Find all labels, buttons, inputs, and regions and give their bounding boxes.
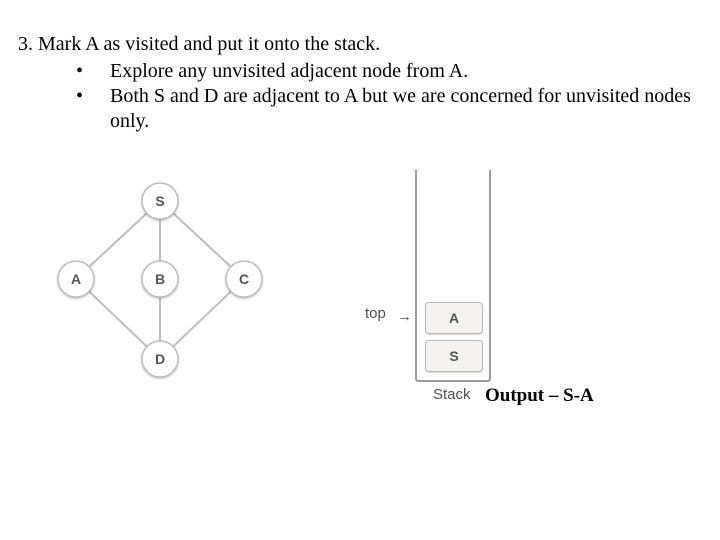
svg-text:S: S <box>155 193 164 209</box>
svg-text:D: D <box>155 351 165 367</box>
output-label: Output – S-A <box>485 385 594 407</box>
step-title: Mark A as visited and put it onto the st… <box>38 33 380 55</box>
graph-edge <box>89 213 147 267</box>
stack-top-label: top <box>365 305 386 322</box>
svg-text:A: A <box>71 271 81 287</box>
page: 3. Mark A as visited and put it onto the… <box>0 0 720 540</box>
graph-diagram: S A B C D <box>40 165 290 395</box>
bullet-list: Explore any unvisited adjacent node from… <box>18 59 698 134</box>
bullet-item: Explore any unvisited adjacent node from… <box>76 59 698 84</box>
instruction-text: 3. Mark A as visited and put it onto the… <box>18 32 698 134</box>
stack-item: A <box>425 302 483 334</box>
graph-node-c: C <box>226 261 262 297</box>
graph-nodes: S A B C D <box>58 183 262 377</box>
graph-node-s: S <box>142 183 178 219</box>
stack-item: S <box>425 340 483 372</box>
graph-node-b: B <box>142 261 178 297</box>
stack-caption: Stack <box>433 386 471 403</box>
svg-text:C: C <box>239 271 249 287</box>
svg-text:B: B <box>155 271 165 287</box>
step-number: 3. <box>18 33 33 55</box>
graph-node-a: A <box>58 261 94 297</box>
arrow-right-icon: → <box>397 308 412 325</box>
graph-edge <box>173 291 231 346</box>
graph-edge <box>89 291 147 346</box>
stack-container: AS <box>415 170 491 382</box>
bullet-item: Both S and D are adjacent to A but we ar… <box>76 84 698 134</box>
graph-edge <box>173 213 231 267</box>
graph-node-d: D <box>142 341 178 377</box>
